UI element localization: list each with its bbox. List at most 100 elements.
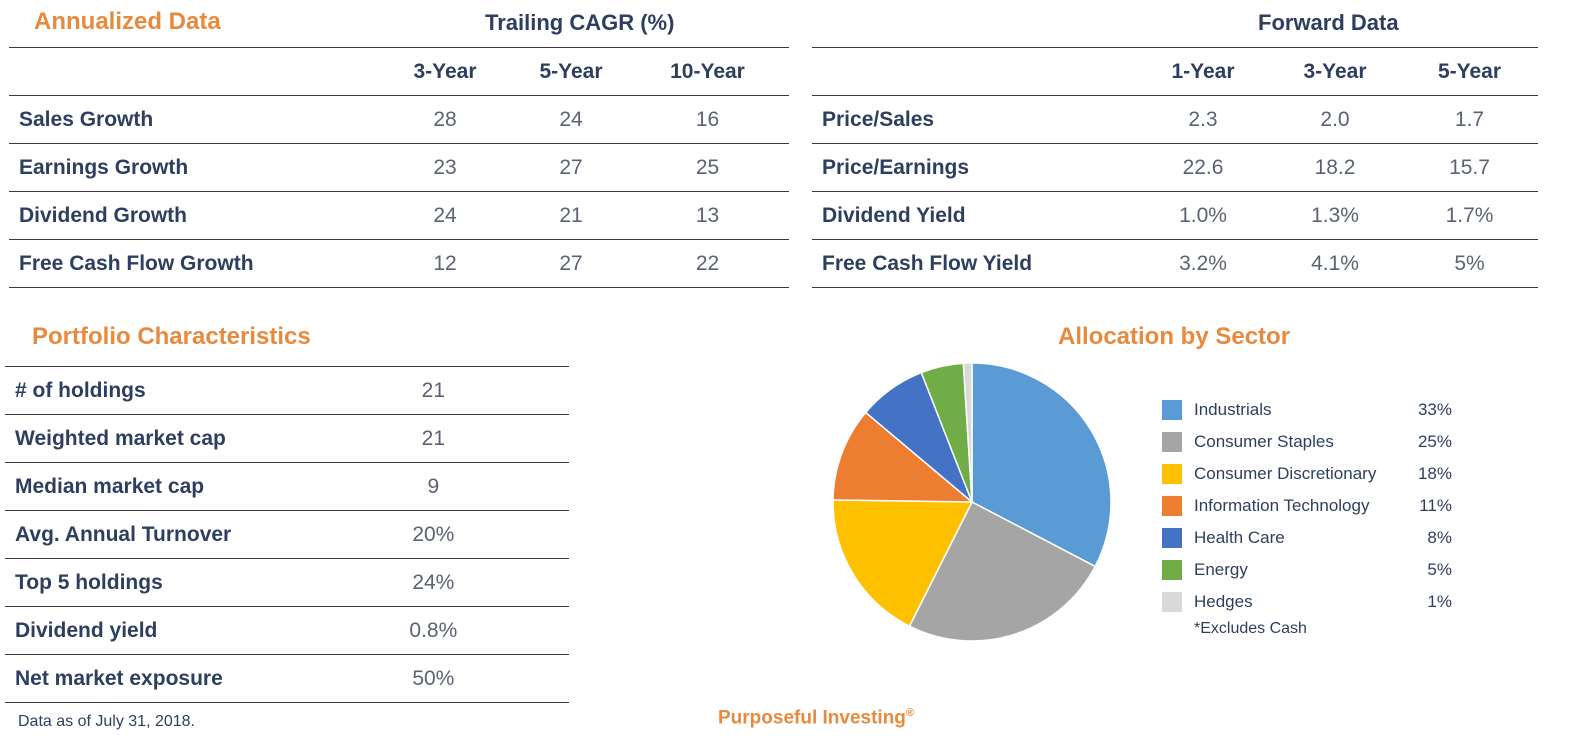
row-value: 27 <box>516 143 626 192</box>
legend-label: Information Technology <box>1194 496 1370 515</box>
annualized-col-header: 3-Year <box>374 47 516 96</box>
chart-legend: Industrials 33% Consumer Staples 25% Con… <box>1162 394 1462 638</box>
forward-col-header: 5-Year <box>1401 47 1538 96</box>
row-label: Earnings Growth <box>9 143 374 192</box>
legend-swatch <box>1162 432 1182 452</box>
row-value: 4.1% <box>1269 239 1401 288</box>
legend-label: Consumer Staples <box>1194 432 1334 451</box>
legend-value: 8% <box>1427 528 1452 547</box>
forward-col-header: 3-Year <box>1269 47 1401 96</box>
row-label: Free Cash Flow Growth <box>9 239 374 288</box>
table-row: Weighted market cap 21 <box>5 414 569 463</box>
pie-slice-information-technology <box>832 411 975 503</box>
table-row: Net market exposure 50% <box>5 654 569 703</box>
row-value: 27 <box>516 239 626 288</box>
forward-header-blank <box>812 47 1137 96</box>
row-value: 16 <box>626 95 789 144</box>
row-value: 20% <box>297 510 569 559</box>
row-value: 2.0 <box>1269 95 1401 144</box>
legend-value: 11% <box>1419 496 1452 515</box>
excludes-cash-note: *Excludes Cash <box>1194 620 1307 637</box>
legend-item: Consumer Staples 25% <box>1162 426 1462 458</box>
table-row: Free Cash Flow Growth 12 27 22 <box>9 239 789 288</box>
legend-swatch <box>1162 528 1182 548</box>
forward-data-title: Forward Data <box>1258 10 1399 35</box>
row-value: 21 <box>297 366 569 415</box>
row-label: Avg. Annual Turnover <box>5 510 298 559</box>
sector-pie-chart <box>832 362 1112 642</box>
table-row: Earnings Growth 23 27 25 <box>9 143 789 192</box>
portfolio-title: Portfolio Characteristics <box>32 323 311 350</box>
row-value: 23 <box>374 143 516 192</box>
row-value: 22.6 <box>1137 143 1269 192</box>
legend-value: 5% <box>1427 560 1452 579</box>
row-value: 2.3 <box>1137 95 1269 144</box>
row-label: Dividend yield <box>5 606 298 655</box>
table-row: # of holdings 21 <box>5 366 569 415</box>
row-label: Median market cap <box>5 462 298 511</box>
legend-label: Health Care <box>1194 528 1285 547</box>
row-value: 24 <box>516 95 626 144</box>
legend-value: 33% <box>1417 400 1452 419</box>
table-row: Sales Growth 28 24 16 <box>9 95 789 144</box>
table-row: Dividend yield 0.8% <box>5 606 569 655</box>
row-value: 24% <box>297 558 569 607</box>
table-row: Free Cash Flow Yield 3.2% 4.1% 5% <box>812 239 1538 288</box>
row-value: 28 <box>374 95 516 144</box>
legend-swatch <box>1162 400 1182 420</box>
row-value: 1.3% <box>1269 191 1401 240</box>
annualized-table: 3-Year 5-Year 10-Year Sales Growth 28 24… <box>9 47 789 288</box>
legend-swatch <box>1162 464 1182 484</box>
registered-mark: ® <box>905 707 915 719</box>
brand-tagline: Purposeful Investing® <box>718 707 914 729</box>
row-label: Dividend Growth <box>9 191 374 240</box>
row-label: Free Cash Flow Yield <box>812 239 1137 288</box>
row-label: Sales Growth <box>9 95 374 144</box>
table-row: Price/Sales 2.3 2.0 1.7 <box>812 95 1538 144</box>
row-value: 0.8% <box>297 606 569 655</box>
legend-item: Information Technology 11% <box>1162 490 1462 522</box>
table-row: Avg. Annual Turnover 20% <box>5 510 569 559</box>
legend-swatch <box>1162 592 1182 612</box>
pie-slice-industrials <box>971 362 1112 568</box>
table-row: Median market cap 9 <box>5 462 569 511</box>
trailing-cagr-header: Trailing CAGR (%) <box>485 10 675 35</box>
row-value: 50% <box>297 654 569 703</box>
pie-slice-hedges <box>962 362 973 503</box>
row-value: 21 <box>297 414 569 463</box>
legend-label: Consumer Discretionary <box>1194 464 1377 483</box>
row-value: 12 <box>374 239 516 288</box>
legend-item: Consumer Discretionary 18% <box>1162 458 1462 490</box>
legend-item: Health Care 8% <box>1162 522 1462 554</box>
row-label: Weighted market cap <box>5 414 298 463</box>
annualized-col-header: 10-Year <box>626 47 789 96</box>
legend-label: Hedges <box>1194 592 1253 611</box>
row-value: 13 <box>626 191 789 240</box>
forward-col-header: 1-Year <box>1137 47 1269 96</box>
annualized-header-blank <box>9 47 374 96</box>
forward-table: 1-Year 3-Year 5-Year Price/Sales 2.3 2.0… <box>812 47 1538 288</box>
legend-value: 1% <box>1427 592 1452 611</box>
table-row: Dividend Growth 24 21 13 <box>9 191 789 240</box>
row-label: Price/Sales <box>812 95 1137 144</box>
legend-swatch <box>1162 560 1182 580</box>
row-label: Net market exposure <box>5 654 298 703</box>
row-label: Top 5 holdings <box>5 558 298 607</box>
row-value: 5% <box>1401 239 1538 288</box>
table-row: Price/Earnings 22.6 18.2 15.7 <box>812 143 1538 192</box>
legend-label: Industrials <box>1194 400 1272 419</box>
legend-value: 18% <box>1417 464 1452 483</box>
pie-slice-consumer-discretionary <box>832 499 974 628</box>
annualized-col-header: 5-Year <box>516 47 626 96</box>
legend-item: Energy 5% <box>1162 554 1462 586</box>
legend-label: Energy <box>1194 560 1248 579</box>
table-row: Dividend Yield 1.0% 1.3% 1.7% <box>812 191 1538 240</box>
brand-text: Purposeful Investing <box>718 707 906 729</box>
row-value: 1.7 <box>1401 95 1538 144</box>
pie-slice-consumer-staples <box>908 500 1097 642</box>
table-row: Top 5 holdings 24% <box>5 558 569 607</box>
chart-title: Allocation by Sector <box>1058 323 1291 350</box>
row-label: # of holdings <box>5 366 298 415</box>
row-value: 18.2 <box>1269 143 1401 192</box>
annualized-header-row: 3-Year 5-Year 10-Year <box>9 47 789 96</box>
